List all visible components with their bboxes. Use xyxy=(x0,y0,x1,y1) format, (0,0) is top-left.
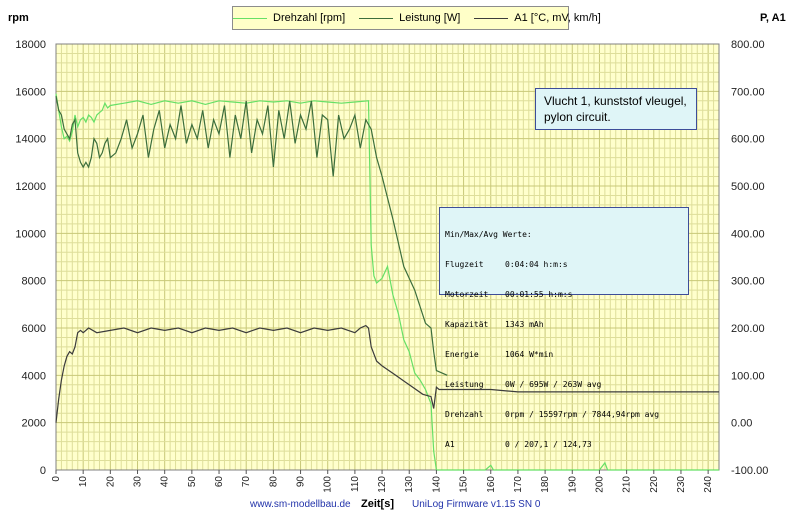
x-tick-label: 80 xyxy=(268,476,279,488)
stat-row: A1 0 / 207,1 / 124,73 xyxy=(445,440,683,450)
x-tick-label: 130 xyxy=(404,476,415,493)
stat-value: 1343 mAh xyxy=(505,320,544,329)
stat-value: 0:04:04 h:m:s xyxy=(505,260,568,269)
x-tick-label: 240 xyxy=(703,476,714,493)
legend-item-leistung: Leistung [W] xyxy=(359,12,460,24)
y-right-tick-label: -100.00 xyxy=(731,465,768,477)
x-tick-label: 170 xyxy=(513,476,524,493)
x-tick-label: 30 xyxy=(133,476,144,488)
x-tick-label: 70 xyxy=(241,476,252,488)
stat-key: Drehzahl xyxy=(445,410,484,419)
stat-row: Drehzahl 0rpm / 15597rpm / 7844,94rpm avg xyxy=(445,410,683,420)
legend-label: A1 [°C, mV, km/h] xyxy=(514,12,601,24)
y-left-tick-label: 18000 xyxy=(15,39,46,51)
y-right-tick-label: 100.00 xyxy=(731,370,765,382)
x-tick-label: 210 xyxy=(622,476,633,493)
legend-item-drehzahl: Drehzahl [rpm] xyxy=(233,12,345,24)
y-right-tick-label: 400.00 xyxy=(731,228,765,240)
stat-value: 0W / 695W / 263W avg xyxy=(505,380,602,389)
x-tick-label: 110 xyxy=(350,476,361,492)
legend-item-a1: A1 [°C, mV, km/h] xyxy=(474,12,601,24)
x-tick-label: 120 xyxy=(377,476,388,493)
x-tick-label: 200 xyxy=(594,476,605,493)
series-line-2 xyxy=(55,324,719,423)
x-tick-label: 0 xyxy=(51,476,62,482)
legend-swatch xyxy=(474,17,509,19)
legend-label: Leistung [W] xyxy=(399,12,461,24)
plot-border xyxy=(55,43,720,471)
stat-key: Kapazität xyxy=(445,320,489,329)
stat-value: 0 / 207,1 / 124,73 xyxy=(505,440,592,449)
y-left-axis-title: rpm xyxy=(8,12,29,24)
y-left-tick-label: 12000 xyxy=(15,181,46,193)
y-left-tick-label: 10000 xyxy=(15,228,46,240)
y-left-tick-label: 2000 xyxy=(22,418,46,430)
y-right-tick-label: 700.00 xyxy=(731,86,765,98)
x-tick-label: 160 xyxy=(486,476,497,493)
footer-firmware: UniLog Firmware v1.15 SN 0 xyxy=(412,499,541,510)
stat-value: 0rpm / 15597rpm / 7844,94rpm avg xyxy=(505,410,660,419)
y-right-axis-title: P, A1 xyxy=(760,12,786,24)
x-tick-label: 140 xyxy=(431,476,442,493)
y-right-tick-label: 500.00 xyxy=(731,181,765,193)
stats-header: Min/Max/Avg Werte: xyxy=(445,230,532,239)
y-right-tick-label: 0.00 xyxy=(731,418,752,430)
y-right-tick-label: 800.00 xyxy=(731,39,765,51)
y-left-tick-label: 6000 xyxy=(22,323,46,335)
stat-row: Energie 1064 W*min xyxy=(445,350,683,360)
x-tick-label: 90 xyxy=(296,476,307,488)
stat-row: Kapazität 1343 mAh xyxy=(445,320,683,330)
x-tick-label: 180 xyxy=(540,476,551,493)
y-left-tick-label: 4000 xyxy=(22,370,46,382)
legend: Drehzahl [rpm] Leistung [W] A1 [°C, mV, … xyxy=(232,6,601,30)
y-left-tick-label: 16000 xyxy=(15,86,46,98)
stats-box: Min/Max/Avg Werte: Flugzeit 0:04:04 h:m:s… xyxy=(439,207,689,449)
flight-note: Vlucht 1, kunststof vleugel, pylon circu… xyxy=(535,88,697,130)
x-tick-label: 190 xyxy=(567,476,578,493)
x-tick-label: 40 xyxy=(160,476,171,488)
x-tick-label: 220 xyxy=(649,476,660,493)
x-tick-label: 100 xyxy=(323,476,334,493)
x-tick-label: 10 xyxy=(78,476,89,488)
ticks: 0 10 20 30 40 50 60 70 80 90 100 110 120 130 140 150 160… xyxy=(15,39,768,493)
stat-key: Energie xyxy=(445,350,479,359)
stat-value: 1064 W*min xyxy=(505,350,554,359)
y-right-tick-label: 200.00 xyxy=(731,323,765,335)
series-line-0 xyxy=(55,93,719,471)
stat-key: A1 xyxy=(445,440,455,449)
series-line-1 xyxy=(55,95,448,376)
stat-row: Leistung 0W / 695W / 263W avg xyxy=(445,380,683,390)
y-left-tick-label: 8000 xyxy=(22,276,46,288)
stat-key: Leistung xyxy=(445,380,484,389)
y-left-tick-label: 14000 xyxy=(15,134,46,146)
x-tick-label: 20 xyxy=(105,476,116,488)
series-group xyxy=(55,93,719,471)
y-right-tick-label: 600.00 xyxy=(731,134,765,146)
x-tick-label: 150 xyxy=(459,476,470,493)
stat-key: Motorzeit xyxy=(445,290,489,299)
stat-row: Motorzeit 00:01:55 h:m:s xyxy=(445,290,683,300)
footer-website: www.sm-modellbau.de xyxy=(250,499,351,510)
stat-key: Flugzeit xyxy=(445,260,484,269)
x-axis-title: Zeit[s] xyxy=(361,498,394,510)
note-line: Vlucht 1, kunststof vleugel, xyxy=(544,94,687,108)
note-line: pylon circuit. xyxy=(544,110,611,124)
stat-value: 00:01:55 h:m:s xyxy=(505,290,573,299)
y-left-tick-label: 0 xyxy=(40,465,46,477)
stat-row: Flugzeit 0:04:04 h:m:s xyxy=(445,260,683,270)
x-tick-label: 230 xyxy=(676,476,687,493)
legend-swatch xyxy=(233,17,267,19)
x-tick-label: 60 xyxy=(214,476,225,488)
legend-label: Drehzahl [rpm] xyxy=(273,12,346,24)
x-tick-label: 50 xyxy=(187,476,198,488)
legend-swatch xyxy=(359,17,394,19)
y-right-tick-label: 300.00 xyxy=(731,276,765,288)
